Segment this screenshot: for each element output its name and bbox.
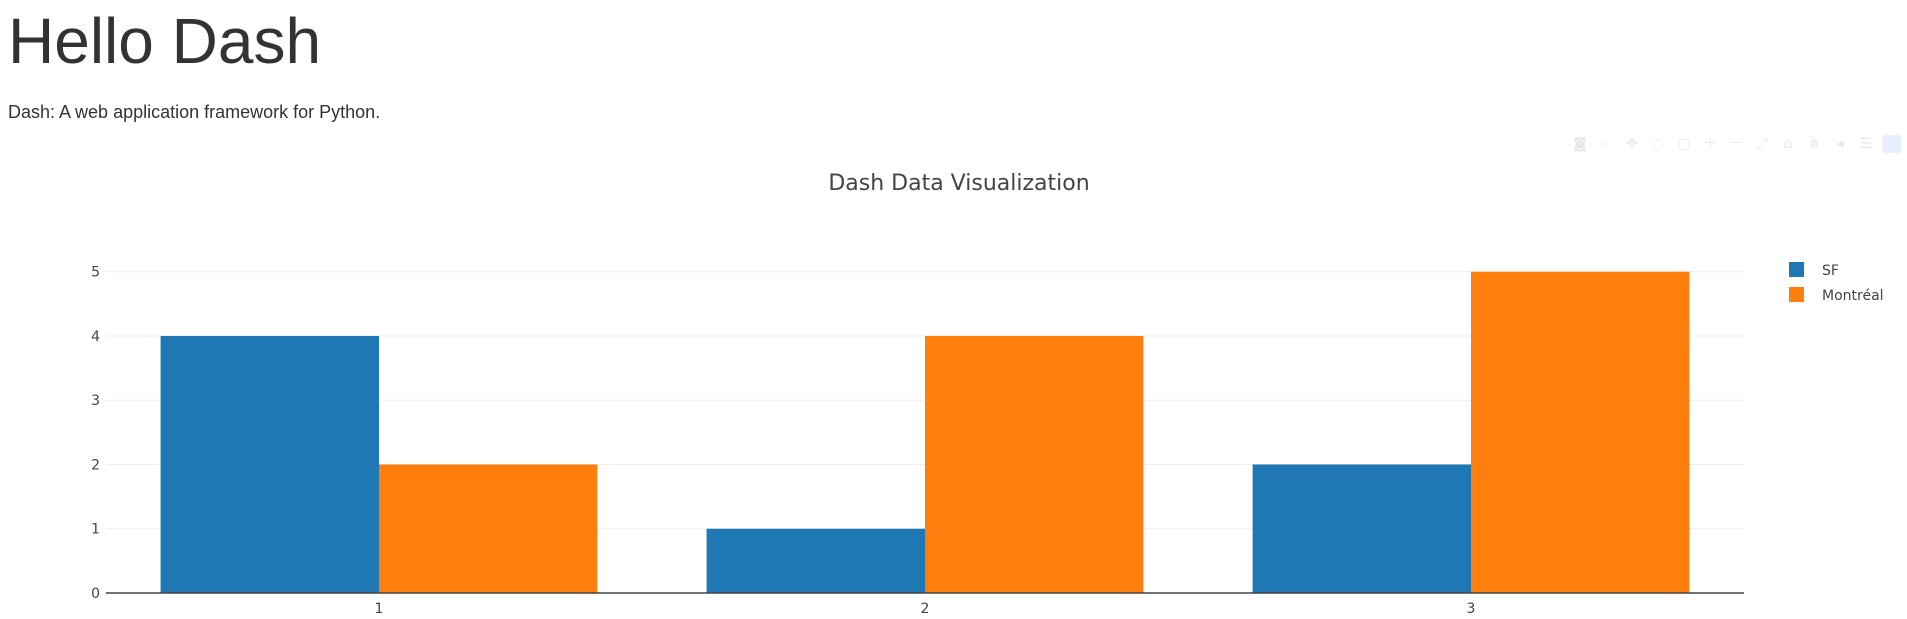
- axes: 0 1 2 3 4 5 1 2 3: [91, 265, 1744, 617]
- legend-item-sf[interactable]: SF: [1789, 262, 1839, 279]
- hover-compare-icon[interactable]: ☰: [1859, 136, 1873, 152]
- zoom-in-icon[interactable]: ＋: [1703, 136, 1717, 152]
- bar-montr-al-1[interactable]: [379, 464, 598, 593]
- legend-swatch: [1789, 262, 1804, 277]
- bars: [160, 271, 1690, 593]
- camera-icon[interactable]: ◙: [1573, 136, 1587, 152]
- bar-montr-al-2[interactable]: [925, 335, 1144, 593]
- bar-sf-3[interactable]: [1252, 464, 1471, 593]
- bar-montr-al-3[interactable]: [1471, 271, 1690, 593]
- zoom-icon[interactable]: ⌕: [1602, 136, 1610, 152]
- y-tick-label: 5: [91, 265, 100, 281]
- spike-lines-icon[interactable]: ⋔: [1808, 136, 1820, 152]
- y-tick-label: 2: [91, 457, 100, 473]
- bar-sf-1[interactable]: [160, 335, 379, 593]
- legend-label: Montréal: [1822, 288, 1884, 304]
- reset-axes-icon[interactable]: ⌂: [1783, 136, 1793, 152]
- x-tick-label: 1: [375, 601, 384, 617]
- page-heading: Hello Dash: [8, 5, 322, 77]
- hover-closest-icon[interactable]: ◂: [1836, 136, 1844, 152]
- x-tick-label: 3: [1467, 601, 1476, 617]
- y-tick-label: 3: [91, 393, 100, 409]
- y-tick-label: 1: [91, 522, 100, 538]
- chart-modebar: ◙ ⌕ ✥ ◌ ▢ ＋ － ⤢ ⌂ ⋔ ◂ ☰: [1571, 132, 1901, 156]
- bar-sf-2[interactable]: [706, 528, 925, 593]
- autoscale-icon[interactable]: ⤢: [1756, 136, 1768, 152]
- y-tick-label: 4: [91, 329, 100, 345]
- legend: SF Montréal: [1789, 262, 1884, 304]
- lasso-select-icon[interactable]: ◌: [1651, 136, 1665, 152]
- legend-item-montr-al[interactable]: Montréal: [1789, 287, 1884, 304]
- x-tick-label: 2: [921, 601, 930, 617]
- box-select-icon[interactable]: ▢: [1677, 136, 1691, 152]
- chart-title: Dash Data Visualization: [828, 171, 1089, 196]
- legend-label: SF: [1822, 263, 1839, 279]
- legend-swatch: [1789, 287, 1804, 302]
- pan-icon[interactable]: ✥: [1626, 136, 1638, 152]
- page-subtitle: Dash: A web application framework for Py…: [8, 102, 381, 122]
- zoom-out-icon[interactable]: －: [1729, 136, 1743, 152]
- y-tick-label: 0: [91, 586, 100, 602]
- plotly-logo-icon[interactable]: [1883, 135, 1901, 153]
